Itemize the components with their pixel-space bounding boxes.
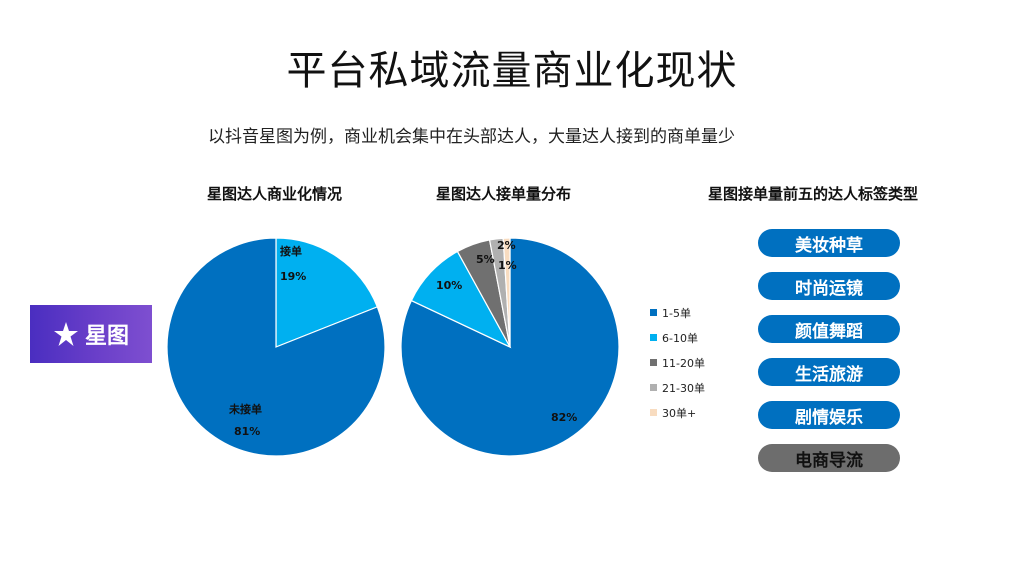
pie2-value-label-3: 2% <box>497 239 516 252</box>
pie1-value-label-1: 81% <box>234 425 260 438</box>
tag-pill: 美妆种草 <box>758 229 900 257</box>
page-title: 平台私域流量商业化现状 <box>286 48 738 94</box>
legend-label: 21-30单 <box>662 381 705 395</box>
tags-panel-title: 星图接单量前五的达人标签类型 <box>708 185 919 203</box>
tag-pill: 生活旅游 <box>758 358 900 386</box>
pie-chart-commercialization: 接单 19% 未接单 81% <box>166 237 386 457</box>
pie2-slice-4 <box>502 237 511 348</box>
legend-item: 30单+ <box>650 400 705 425</box>
legend-swatch <box>650 334 657 341</box>
legend-item: 11-20单 <box>650 350 705 375</box>
legend-item: 6-10单 <box>650 325 705 350</box>
chart1-title: 星图达人商业化情况 <box>207 185 343 203</box>
tag-pill: 时尚运镜 <box>758 272 900 300</box>
chart2-title: 星图达人接单量分布 <box>436 185 572 203</box>
pie2-value-label-4: 1% <box>498 259 517 272</box>
legend-swatch <box>650 309 657 316</box>
legend-label: 1-5单 <box>662 306 691 320</box>
pie1-value-label-0: 19% <box>280 270 306 283</box>
pie2-value-label-1: 10% <box>436 279 462 292</box>
pie-chart-order-distribution: 82% 10% 5%2% 1% <box>400 237 620 457</box>
tag-pill: 电商导流 <box>758 444 900 472</box>
pie1-slice-0 <box>275 237 379 348</box>
chart2-legend: 1-5单 6-10单 11-20单 21-30单 30单+ <box>650 300 705 425</box>
pie1-slice-1 <box>166 237 386 457</box>
tag-pill: 剧情娱乐 <box>758 401 900 429</box>
legend-item: 1-5单 <box>650 300 705 325</box>
pie2-value-label-0: 82% <box>551 411 577 424</box>
star-icon <box>53 322 78 346</box>
tag-pill: 颜值舞蹈 <box>758 315 900 343</box>
pie1-category-label-0: 接单 <box>280 244 302 258</box>
pie2-value-label-2: 5% <box>476 253 495 266</box>
legend-item: 21-30单 <box>650 375 705 400</box>
legend-label: 6-10单 <box>662 331 698 345</box>
legend-label: 11-20单 <box>662 356 705 370</box>
legend-label: 30单+ <box>662 406 697 420</box>
page-subtitle: 以抖音星图为例，商业机会集中在头部达人，大量达人接到的商单量少 <box>208 127 735 147</box>
legend-swatch <box>650 359 657 366</box>
legend-swatch <box>650 409 657 416</box>
pie1-category-label-1: 未接单 <box>228 402 262 416</box>
legend-swatch <box>650 384 657 391</box>
xingtu-logo: 星图 <box>30 305 152 363</box>
logo-text: 星图 <box>84 324 129 349</box>
